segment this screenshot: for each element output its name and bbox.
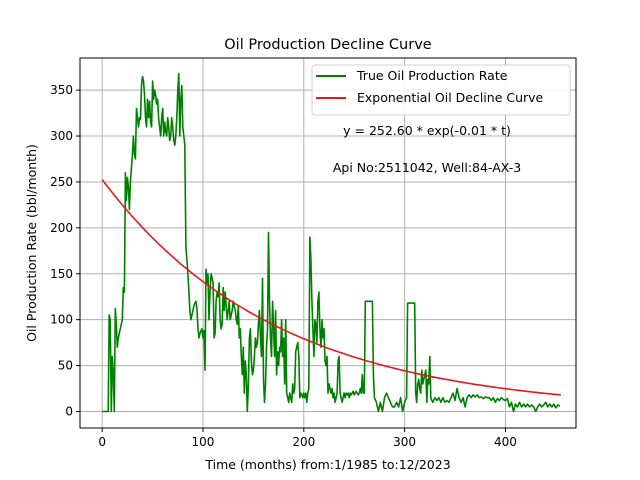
x-tick-label: 400 [494, 435, 517, 449]
legend: True Oil Production Rate Exponential Oil… [311, 64, 571, 116]
legend-label-exponential: Exponential Oil Decline Curve [357, 90, 544, 105]
y-tick-label: 200 [50, 221, 73, 235]
legend-label-true-oil: True Oil Production Rate [356, 68, 508, 83]
x-axis: 0 100 200 300 400 [98, 428, 517, 449]
y-tick-label: 250 [50, 175, 73, 189]
plot-series [101, 72, 561, 413]
y-tick-label: 100 [50, 313, 73, 327]
equation-annotation: y = 252.60 * exp(-0.01 * t) [343, 123, 511, 138]
y-tick-label: 150 [50, 267, 73, 281]
series-line-true-oil-production [102, 72, 561, 413]
legend-box [311, 64, 571, 116]
y-tick-label: 350 [50, 83, 73, 97]
series-line-exponential-decline [101, 179, 561, 396]
y-axis: 0 50 100 150 200 250 300 350 [50, 83, 80, 418]
x-tick-label: 0 [98, 435, 106, 449]
x-tick-label: 300 [393, 435, 416, 449]
grid [80, 58, 576, 428]
y-tick-label: 300 [50, 129, 73, 143]
x-tick-label: 200 [292, 435, 315, 449]
well-annotation: Api No:2511042, Well:84-AX-3 [333, 160, 521, 175]
plot-frame [79, 57, 577, 429]
y-axis-label: Oil Production Rate (bbl/month) [24, 144, 39, 342]
x-tick-label: 100 [192, 435, 215, 449]
x-axis-label: Time (months) from:1/1985 to:12/2023 [204, 457, 450, 472]
y-tick-label: 0 [65, 404, 73, 418]
chart-title: Oil Production Decline Curve [224, 37, 432, 53]
y-tick-label: 50 [58, 359, 73, 373]
